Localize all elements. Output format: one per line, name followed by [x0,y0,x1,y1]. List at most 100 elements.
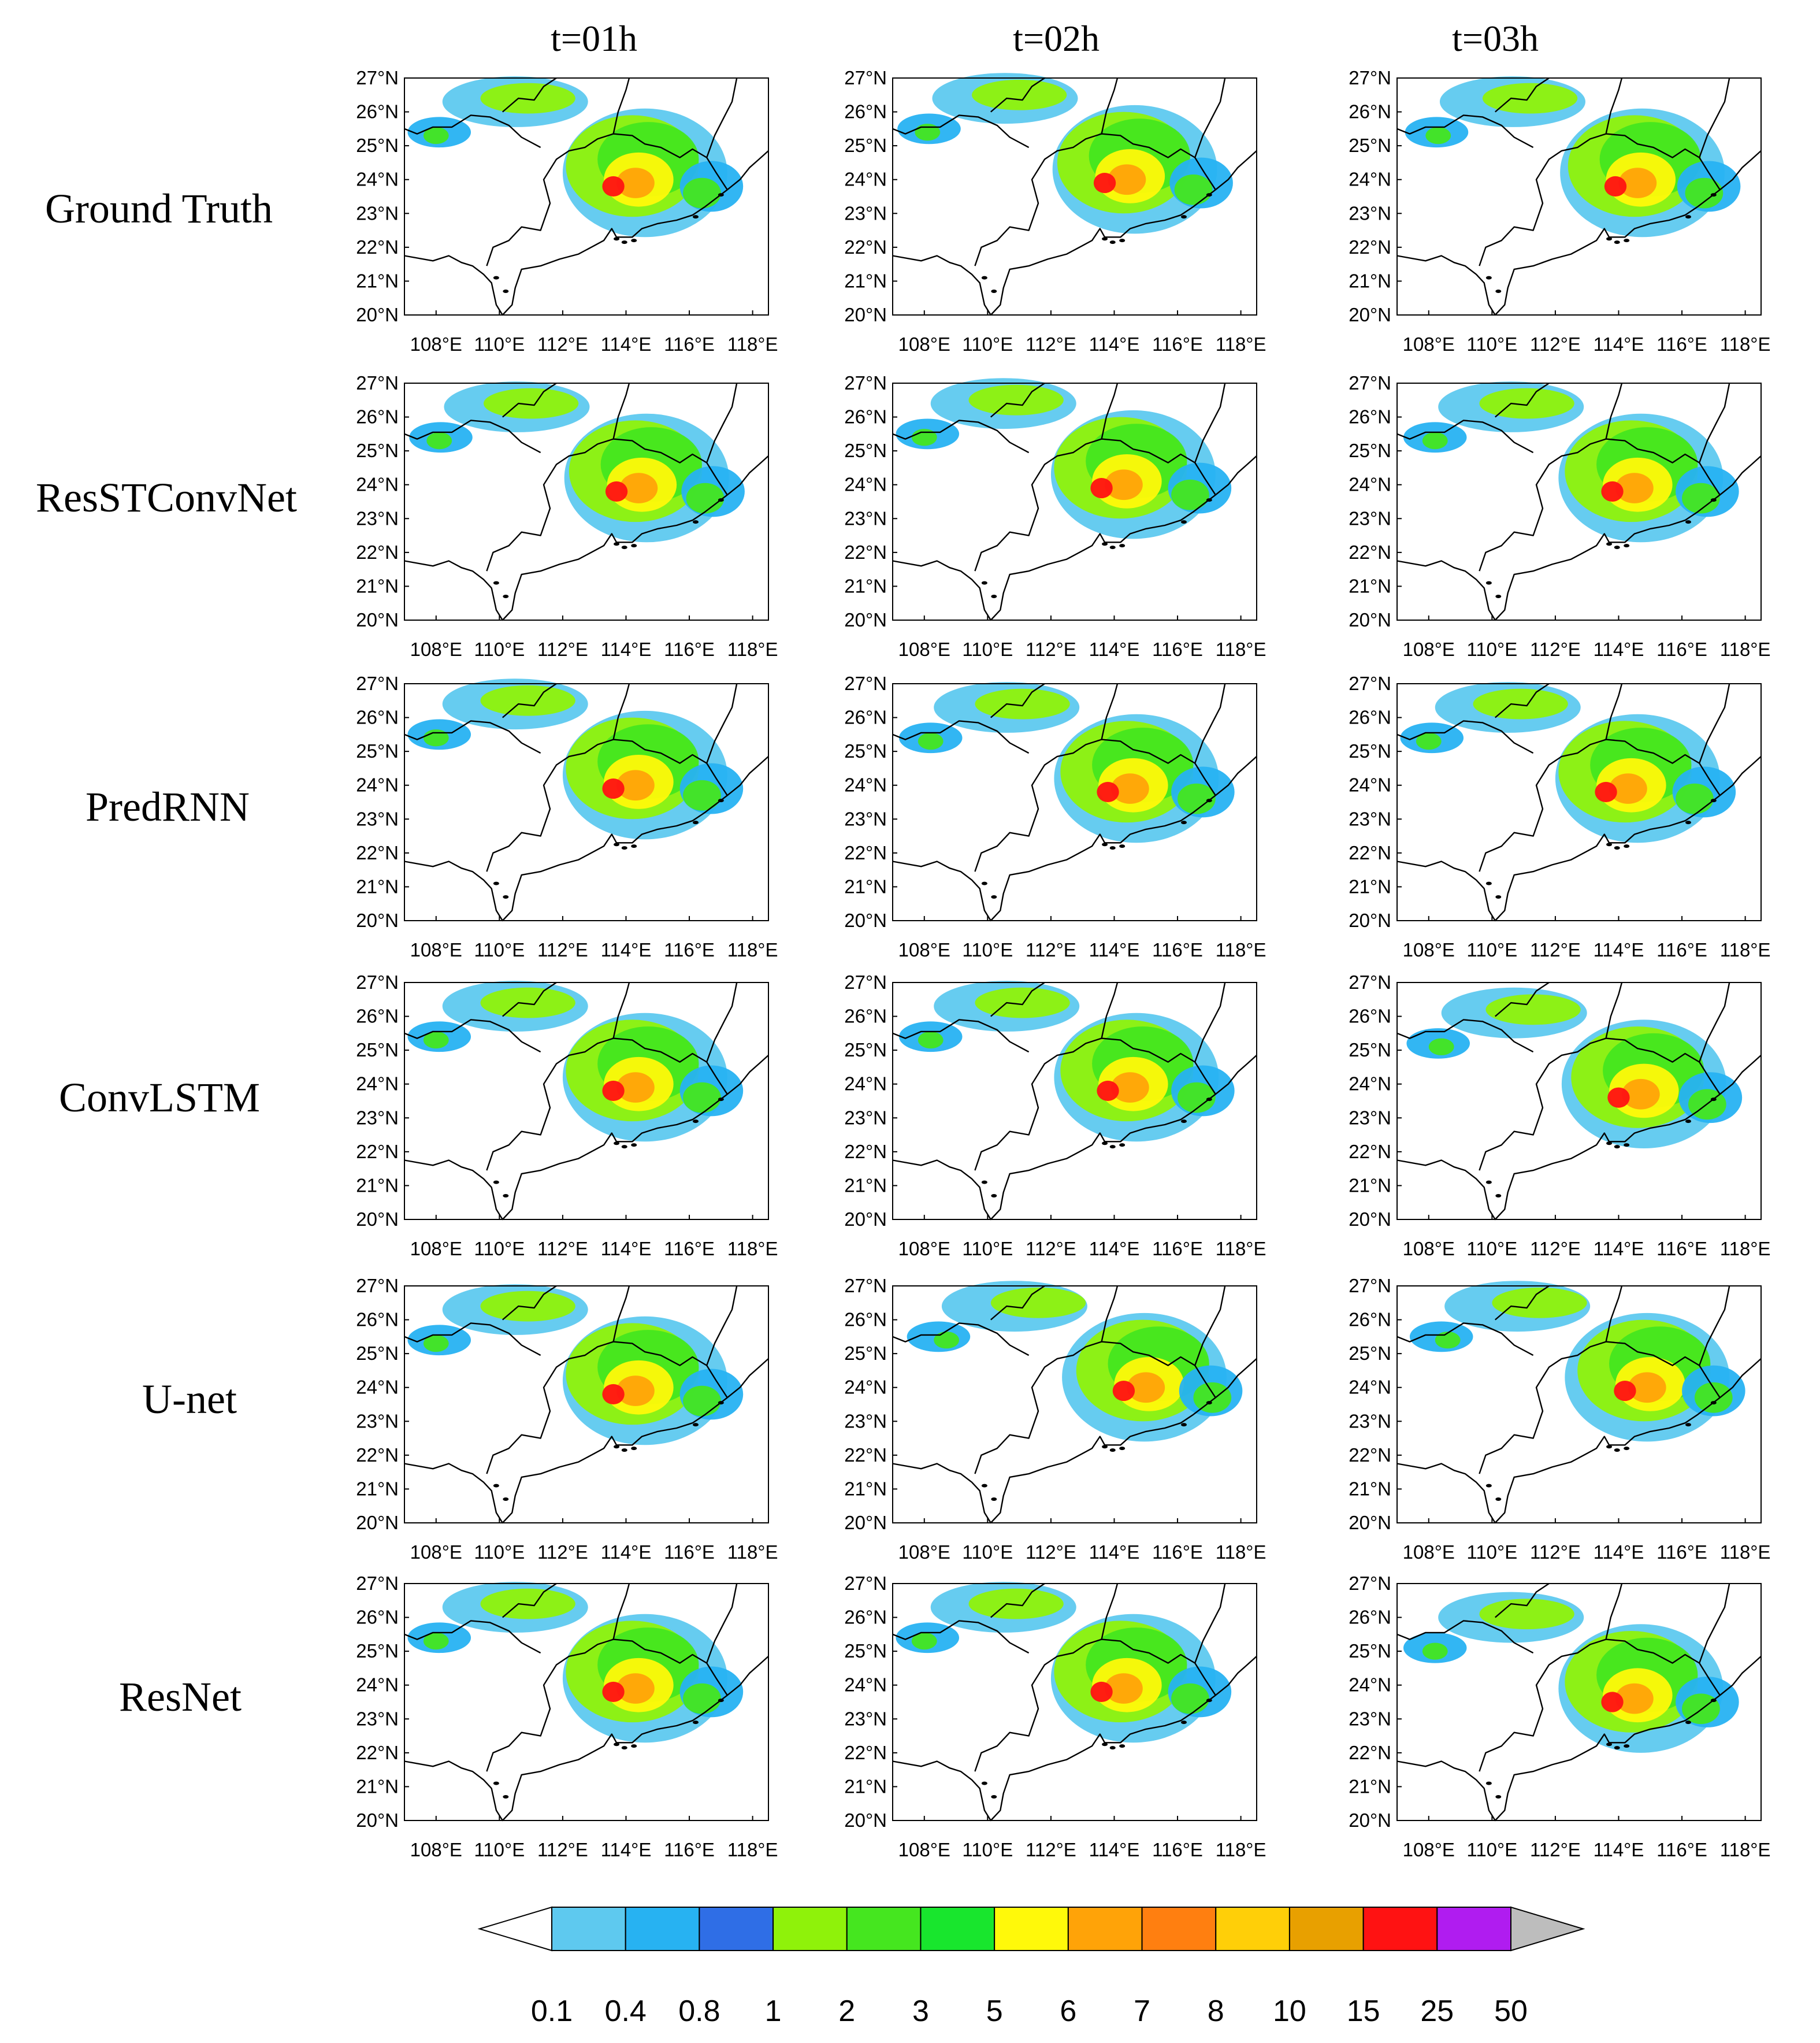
island-mark [1102,1742,1108,1747]
lon-tick-label: 112°E [1026,1839,1076,1860]
precipitation-contour [602,176,625,196]
boundary-line [990,683,1045,718]
boundary-line [502,683,557,718]
lat-tick-label: 26°N [356,406,399,428]
colorbar-swatch [846,1907,922,1951]
lat-tick-label: 20°N [356,1810,399,1831]
lon-tick-label: 112°E [1026,333,1076,355]
lat-tick-label: 26°N [844,1309,887,1330]
lon-tick-label: 118°E [727,1839,778,1860]
boundary-line [1605,383,1623,439]
precipitation-contour [602,778,625,799]
island-mark [614,1141,620,1145]
lat-tick-label: 20°N [844,609,887,631]
lat-tick-label: 27°N [1349,673,1391,694]
boundary-line [1194,1285,1226,1366]
island-mark [1102,1141,1108,1145]
lat-tick-label: 20°N [844,1512,887,1533]
boundary-line [892,1055,1257,1221]
colorbar-over-arrow [1510,1906,1585,1952]
lat-tick-label: 26°N [356,1006,399,1027]
lat-tick-label: 27°N [356,67,399,88]
lon-tick-label: 114°E [1089,1238,1140,1259]
boundary-line [1396,114,1534,149]
lat-tick-label: 24°N [1349,1073,1391,1095]
boundary-line [486,1638,728,1772]
island-mark [991,1194,997,1197]
island-mark [493,1781,499,1785]
lon-tick-label: 108°E [1403,939,1455,961]
boundary-line [1699,683,1730,764]
lat-tick-label: 23°N [1349,1708,1391,1729]
lon-tick-label: 116°E [664,1541,715,1563]
precipitation-contour [1127,1372,1165,1403]
island-mark [1495,595,1502,598]
lat-tick-label: 20°N [356,609,399,631]
lat-tick-label: 24°N [844,1377,887,1398]
precipitation-contour [1676,783,1714,814]
lat-tick-label: 22°N [844,1444,887,1466]
lat-tick-label: 21°N [844,1775,887,1797]
boundary-line [892,756,1257,922]
lat-tick-label: 21°N [1349,270,1391,291]
lat-tick-label: 21°N [1349,1478,1391,1499]
island-mark [991,1795,997,1799]
boundary-line [706,683,738,764]
precipitation-field [409,381,745,543]
lat-tick-label: 25°N [356,135,399,156]
precipitation-contour [423,1632,449,1650]
lon-tick-label: 108°E [898,1238,950,1259]
lat-tick-label: 24°N [356,1674,399,1696]
boundary-line [974,1638,1216,1772]
row-title-resstconvnet: ResSTConvNet [36,474,297,521]
island-mark [1495,1497,1502,1501]
lon-tick-label: 110°E [1466,1839,1517,1860]
boundary-line [502,1583,557,1618]
boundary-lines [892,1583,1257,1822]
boundary-line [892,150,1257,316]
lon-tick-label: 112°E [537,939,588,961]
lon-tick-label: 108°E [410,1541,462,1563]
row-title-convlstm: ConvLSTM [59,1074,260,1121]
lat-tick-label: 23°N [356,507,399,529]
island-mark [1685,520,1691,524]
precipitation-contour [971,79,1067,110]
precipitation-contour [1108,164,1146,195]
boundary-lines [892,383,1257,621]
lon-tick-label: 116°E [1656,333,1707,355]
lat-tick-label: 21°N [844,1478,887,1499]
lon-tick-label: 108°E [1403,1238,1455,1259]
island-mark [981,276,987,280]
colorbar-swatch [699,1907,774,1951]
island-mark [621,1448,627,1452]
island-mark [1181,821,1187,825]
boundary-line [1495,383,1550,418]
lon-tick-label: 114°E [1089,333,1140,355]
island-mark [1206,799,1212,803]
island-mark [1495,895,1502,899]
lat-tick-label: 26°N [356,1309,399,1330]
island-mark [1119,239,1126,243]
lon-tick-label: 112°E [1026,939,1076,961]
map-panel-r6-c3: 27°N 26°N 25°N 24°N 23°N 22°N 21°N 20°N 108°E 110… [1349,1573,1770,1860]
boundary-line [1396,455,1762,621]
island-mark [1624,1143,1630,1147]
lat-tick-label: 21°N [1349,575,1391,596]
precipitation-contour [616,1375,655,1406]
island-mark [1181,1721,1187,1725]
island-mark [493,1180,499,1184]
boundary-lines [1396,1583,1762,1822]
colorbar-label: 10 [1273,1994,1306,2028]
boundary-line [404,1019,541,1053]
colorbar-swatch [1288,1907,1364,1951]
boundary-line [1699,982,1730,1063]
precipitation-contour [1479,1599,1574,1630]
island-mark [1614,1145,1620,1149]
boundary-line [706,77,738,158]
precipitation-field [1406,987,1743,1148]
lon-tick-label: 116°E [664,1238,715,1259]
lat-tick-label: 21°N [1349,1775,1391,1797]
precipitation-contour [918,732,944,750]
boundary-line [502,77,557,113]
lat-tick-label: 23°N [356,1107,399,1128]
